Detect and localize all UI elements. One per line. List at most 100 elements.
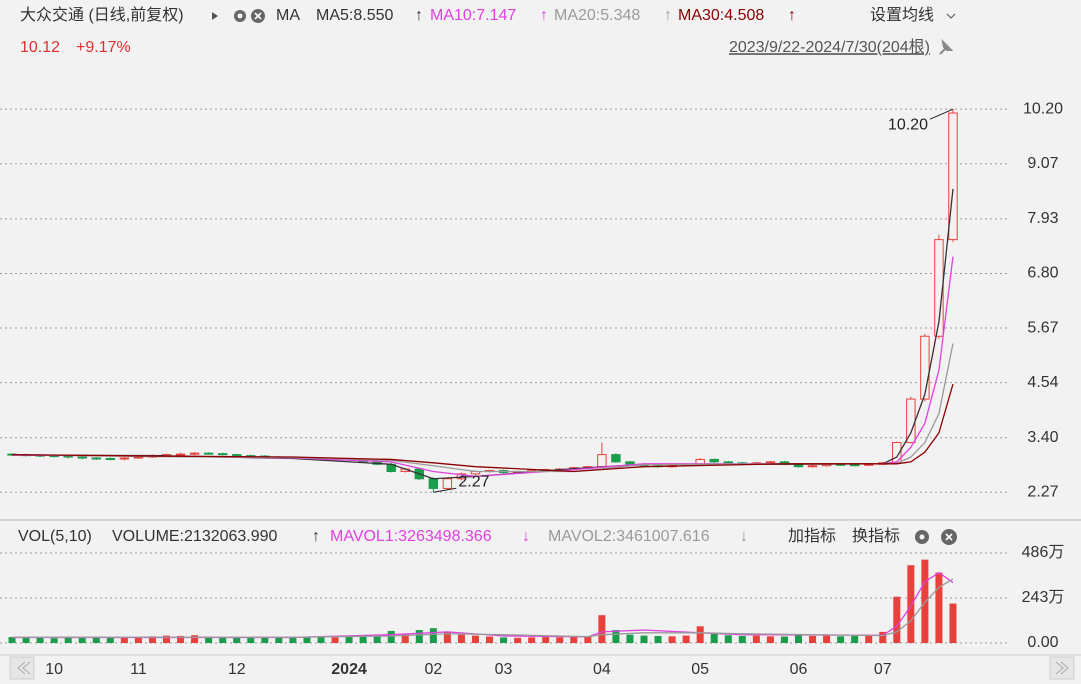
volume-bar (640, 635, 648, 643)
volume-bar (542, 637, 550, 643)
candle-body (442, 478, 453, 489)
volume-bar (359, 635, 367, 643)
x-tick-label: 05 (691, 661, 709, 678)
annotation-arrow (433, 487, 457, 493)
volume-bar (401, 633, 409, 643)
volume-bar (443, 631, 451, 643)
volume-bar (191, 635, 199, 643)
y-tick-label: 2.27 (1027, 484, 1058, 501)
volume-bar (387, 630, 395, 643)
legend-entry: MAVOL1:3263498.366 (330, 528, 492, 545)
ma-settings[interactable]: 设置均线 (870, 6, 934, 24)
volume-bar (317, 637, 325, 643)
y-tick-label: 0.00 (1027, 634, 1058, 651)
candle-body (203, 452, 214, 455)
close-icon-x (254, 12, 262, 20)
legend-arrow: ↓ (522, 528, 530, 545)
volume-bar (809, 635, 817, 643)
volume-bar (893, 596, 901, 643)
volume-bar (935, 572, 943, 643)
volume-bar (837, 636, 845, 643)
candle-body (77, 456, 87, 459)
volume-bar (584, 636, 592, 643)
volume-bar (429, 628, 437, 643)
legend-entry: MAVOL2:3461007.616 (548, 528, 710, 545)
volume-bar (486, 636, 494, 643)
legend-entry: MA30:4.508 (678, 7, 764, 24)
volume-bar (345, 636, 353, 643)
volume-bar (738, 635, 746, 643)
volume-bar (177, 635, 185, 643)
volume-bar (92, 637, 100, 643)
y-tick-label: 3.40 (1027, 429, 1058, 446)
x-tick-label: 11 (130, 661, 147, 678)
volume-bar (724, 635, 732, 643)
candle-body (920, 335, 930, 400)
volume-arrow: ↑ (312, 528, 320, 545)
volume-label: VOLUME:2132063.990 (112, 528, 278, 545)
date-range[interactable]: 2023/9/22-2024/7/30(204根) (729, 38, 930, 56)
ma-line (12, 256, 954, 478)
ma-line (12, 383, 954, 473)
pin-icon[interactable] (939, 38, 954, 55)
chevron-icon (946, 13, 956, 19)
legend-arrow: ↑ (540, 7, 548, 24)
legend-arrow: ↑ (788, 7, 796, 24)
volume-bar (162, 635, 171, 643)
candle-body (807, 465, 818, 468)
candle-body (625, 461, 635, 465)
volume-bar (36, 637, 44, 643)
volume-bar (865, 635, 873, 643)
close-icon-x (945, 533, 953, 541)
price-change: +9.17% (76, 39, 131, 56)
ma-label: MA (276, 7, 300, 24)
candle-body (428, 478, 439, 489)
x-tick-label: 12 (228, 661, 246, 678)
dropdown-icon[interactable] (212, 12, 218, 20)
settings-icon-hole (237, 13, 243, 19)
candle-body (611, 454, 621, 463)
volume-bar (752, 635, 760, 643)
candle-body (765, 461, 776, 464)
volume-bar (710, 633, 718, 643)
candle-body (189, 452, 200, 455)
annotation: 2.27 (458, 474, 489, 491)
add-indicator[interactable]: 加指标 (788, 527, 836, 545)
volume-bar (22, 637, 30, 643)
last-price: 10.12 (20, 39, 60, 56)
volume-bar (303, 637, 311, 643)
ma-line (12, 571, 954, 639)
scroll-right-icon (1055, 661, 1069, 675)
legend-entry: MA10:7.147 (430, 7, 516, 24)
volume-bar (780, 636, 788, 643)
legend-arrow: ↑ (415, 7, 423, 24)
x-tick-label: 2024 (331, 661, 367, 678)
volume-bar (78, 637, 86, 643)
scroll-right[interactable] (1049, 656, 1075, 680)
y-tick-label: 10.20 (1023, 100, 1063, 117)
volume-bar (373, 634, 381, 643)
candle-body (119, 457, 130, 460)
volume-bar (289, 637, 297, 643)
volume-bar (668, 636, 676, 643)
y-tick-label: 6.80 (1027, 265, 1058, 282)
switch-indicator[interactable]: 换指标 (852, 527, 900, 545)
legend-entry: MA20:5.348 (554, 7, 640, 24)
candle-body (105, 457, 116, 460)
candle-body (232, 454, 242, 457)
volume-bar (331, 637, 339, 643)
x-tick-label: 04 (593, 661, 611, 678)
annotation: 10.20 (888, 116, 928, 133)
volume-bar (696, 626, 704, 643)
scroll-left-icon (17, 661, 31, 675)
x-tick-label: 03 (495, 661, 513, 678)
scroll-left[interactable] (9, 656, 35, 680)
volume-bar (219, 637, 227, 643)
volume-bar (851, 635, 859, 643)
volume-bar (556, 637, 564, 643)
volume-bar (682, 635, 690, 643)
y-tick-label: 4.54 (1027, 374, 1058, 391)
volume-bar (528, 637, 536, 643)
